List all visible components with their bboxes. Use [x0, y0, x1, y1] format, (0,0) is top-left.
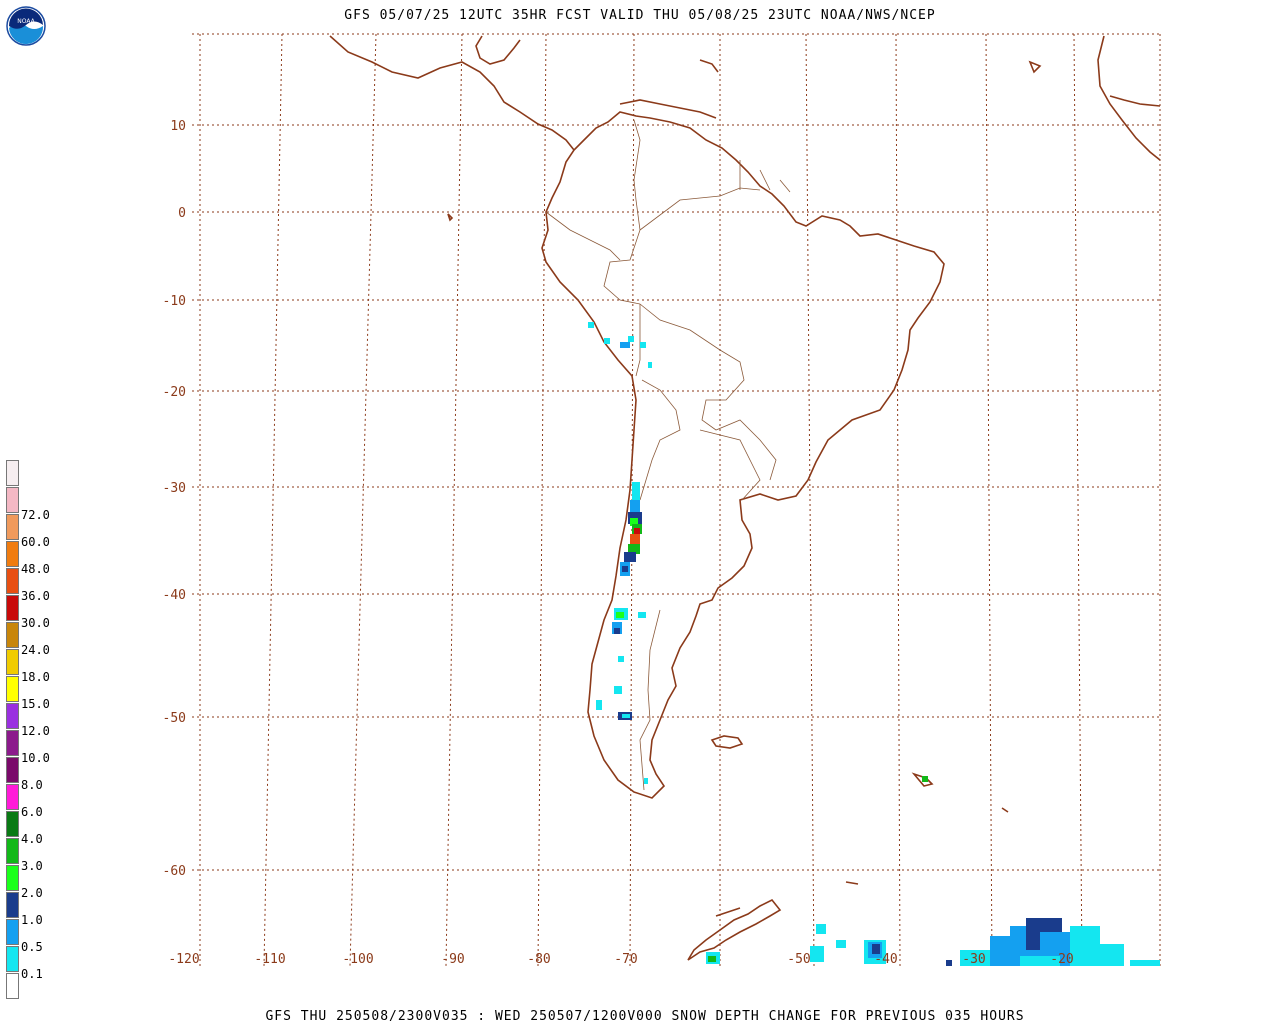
- legend-label: 2.0: [21, 886, 43, 900]
- lon-label: -40: [874, 952, 897, 967]
- legend-label: 12.0: [21, 724, 50, 738]
- lat-label: -20: [163, 385, 186, 400]
- legend-swatch: [6, 946, 19, 972]
- legend-swatch: [6, 838, 19, 864]
- legend-swatch: [6, 622, 19, 648]
- lon-label: -20: [1050, 952, 1073, 967]
- falklands: [710, 735, 744, 749]
- map-canvas: 10 0 -10 -20 -30 -40 -50 -60 -120 -110 -…: [163, 33, 1161, 967]
- legend-label: 60.0: [21, 535, 50, 549]
- lat-label: 10: [170, 119, 186, 134]
- legend-swatch: [6, 487, 19, 513]
- country-borders: [545, 119, 791, 791]
- legend-swatch: [6, 568, 19, 594]
- lon-label: -110: [254, 952, 285, 967]
- lon-label: -120: [168, 952, 199, 967]
- coastlines: [329, 35, 1161, 961]
- legend-swatch: [6, 757, 19, 783]
- lon-label: -30: [962, 952, 985, 967]
- legend-swatch: [6, 514, 19, 540]
- noaa-logo: NOAA: [6, 6, 46, 46]
- legend-label: 15.0: [21, 697, 50, 711]
- legend-label: 36.0: [21, 589, 50, 603]
- central-america-coast: [329, 35, 575, 151]
- legend-label: 24.0: [21, 643, 50, 657]
- legend-swatch: [6, 865, 19, 891]
- lat-label: -10: [163, 294, 186, 309]
- lat-label: -50: [163, 711, 186, 726]
- legend-label: 3.0: [21, 859, 43, 873]
- legend-label: 0.5: [21, 940, 43, 954]
- legend-label: 4.0: [21, 832, 43, 846]
- legend-swatch: [6, 784, 19, 810]
- lat-labels: 10 0 -10 -20 -30 -40 -50 -60: [163, 119, 186, 879]
- legend-label: 48.0: [21, 562, 50, 576]
- legend-swatch: [6, 919, 19, 945]
- legend-label: 0.1: [21, 967, 43, 981]
- legend-label: 10.0: [21, 751, 50, 765]
- africa-coast: [1097, 35, 1161, 161]
- legend-swatch: [6, 595, 19, 621]
- lon-label: -50: [787, 952, 810, 967]
- legend-label: 18.0: [21, 670, 50, 684]
- snow-shading: [588, 322, 1160, 966]
- legend-swatch: [6, 703, 19, 729]
- legend-swatch: [6, 730, 19, 756]
- lon-labels: -120 -110 -100 -90 -80 -70 -50 -40 -30 -…: [168, 952, 1073, 967]
- legend-swatch: [6, 541, 19, 567]
- legend-swatch: [6, 676, 19, 702]
- lon-label: -80: [527, 952, 550, 967]
- logo-text: NOAA: [17, 18, 35, 25]
- legend-swatch: [6, 973, 19, 999]
- lat-label: -60: [163, 864, 186, 879]
- lat-label: -30: [163, 481, 186, 496]
- lon-label: -100: [342, 952, 373, 967]
- legend-label: 8.0: [21, 778, 43, 792]
- grid-lines: [192, 33, 1161, 967]
- page-title: GFS 05/07/25 12UTC 35HR FCST VALID THU 0…: [344, 8, 936, 23]
- legend-swatch: [6, 460, 19, 486]
- lon-label: -90: [441, 952, 464, 967]
- lat-label: -40: [163, 588, 186, 603]
- lon-label: -70: [614, 952, 637, 967]
- legend-swatch: [6, 649, 19, 675]
- lat-label: 0: [178, 206, 186, 221]
- legend-label: 6.0: [21, 805, 43, 819]
- south-america-coast: [541, 111, 945, 799]
- legend-label: 30.0: [21, 616, 50, 630]
- footer-caption: GFS THU 250508/2300V035 : WED 250507/120…: [265, 1009, 1025, 1024]
- legend-swatch: [6, 892, 19, 918]
- legend-label: 72.0: [21, 508, 50, 522]
- legend-label: 1.0: [21, 913, 43, 927]
- antarctic-peninsula: [687, 898, 782, 961]
- legend-swatch: [6, 811, 19, 837]
